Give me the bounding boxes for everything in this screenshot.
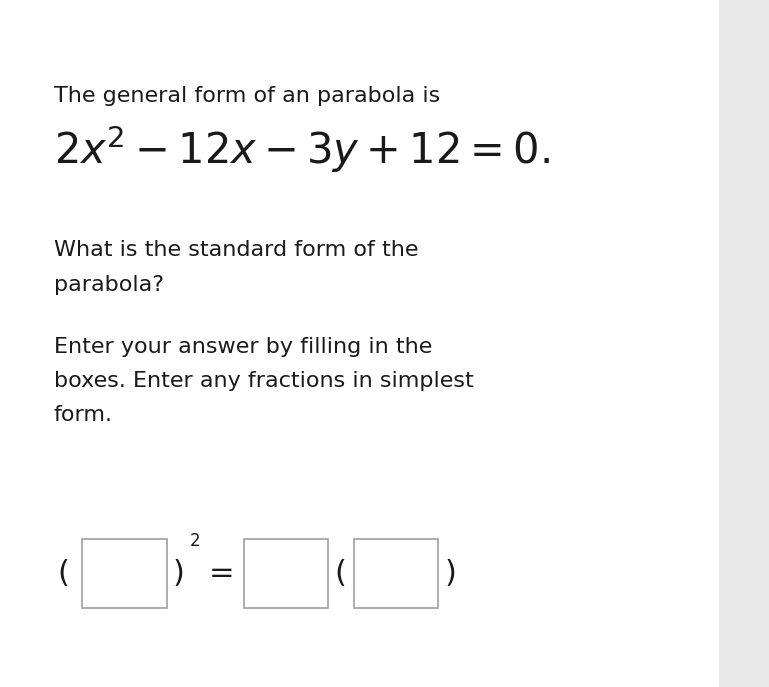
Text: Enter your answer by filling in the: Enter your answer by filling in the xyxy=(54,337,432,357)
Text: $2x^2 - 12x - 3y + 12 = 0.$: $2x^2 - 12x - 3y + 12 = 0.$ xyxy=(54,124,550,175)
FancyBboxPatch shape xyxy=(244,539,328,608)
Text: boxes. Enter any fractions in simplest: boxes. Enter any fractions in simplest xyxy=(54,371,474,391)
Text: The general form of an parabola is: The general form of an parabola is xyxy=(54,86,440,106)
Text: ): ) xyxy=(173,559,185,588)
Text: form.: form. xyxy=(54,405,113,425)
Text: (: ( xyxy=(58,559,69,588)
Text: =: = xyxy=(209,559,235,588)
FancyBboxPatch shape xyxy=(354,539,438,608)
FancyBboxPatch shape xyxy=(82,539,167,608)
Text: ): ) xyxy=(444,559,456,588)
Text: What is the standard form of the: What is the standard form of the xyxy=(54,240,418,260)
Text: 2: 2 xyxy=(190,532,201,550)
Text: (: ( xyxy=(335,559,346,588)
Text: parabola?: parabola? xyxy=(54,275,164,295)
